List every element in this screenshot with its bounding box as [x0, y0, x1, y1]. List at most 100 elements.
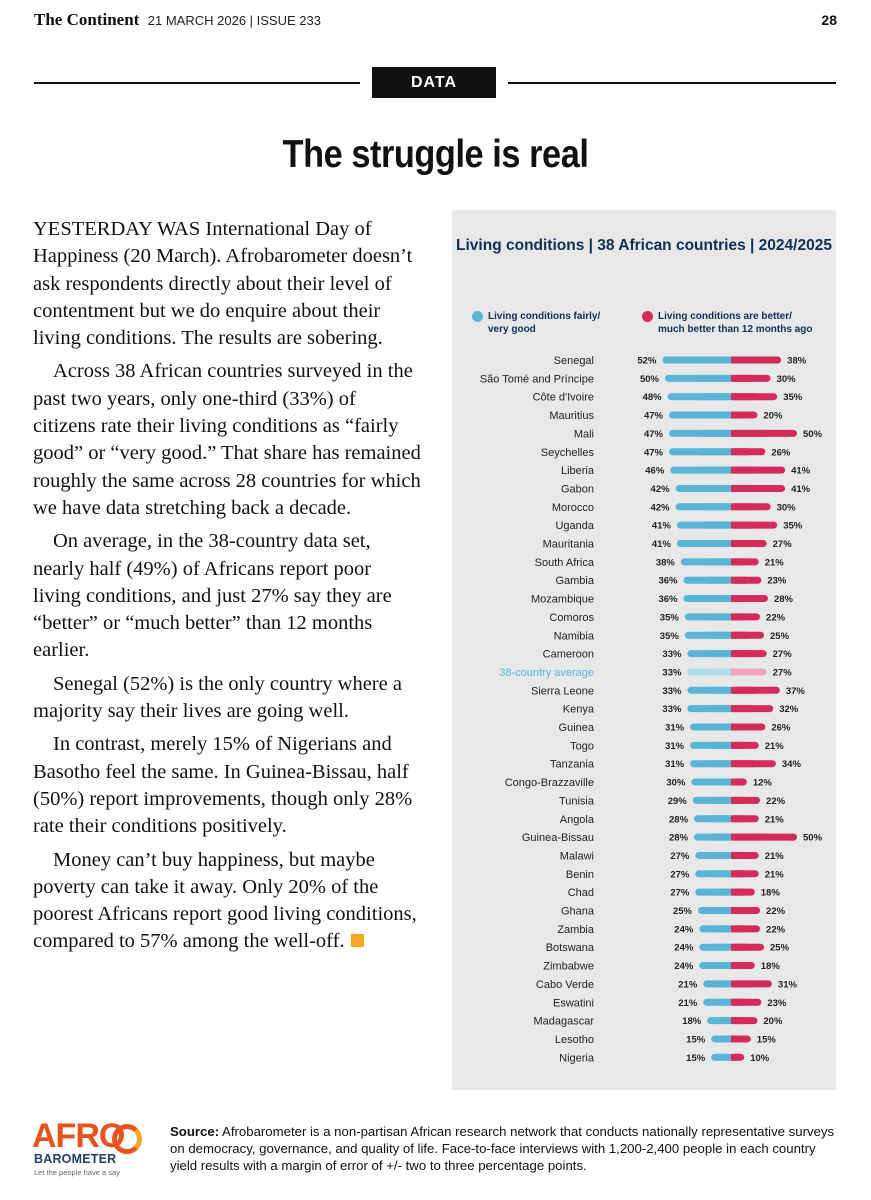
good-bar-fill: [715, 943, 731, 951]
better-bar-fill: [731, 870, 745, 878]
better-value-label: 50%: [803, 833, 823, 844]
better-value-label: 23%: [767, 576, 787, 587]
country-label: Botswana: [546, 942, 595, 954]
country-label: Mauritania: [543, 539, 595, 551]
better-bar-fill: [731, 613, 746, 621]
better-value-label: 18%: [761, 888, 781, 899]
masthead-left: The Continent 21 MARCH 2026 | ISSUE 233: [34, 10, 321, 30]
better-bar-fill: [731, 503, 751, 511]
good-value-label: 31%: [665, 741, 685, 752]
good-bar-fill: [710, 760, 731, 768]
good-value-label: 47%: [644, 447, 664, 458]
better-bar-fill: [731, 815, 745, 823]
good-value-label: 38%: [656, 557, 676, 568]
better-value-label: 27%: [773, 667, 793, 678]
chart-row: Liberia 46% 41%: [561, 465, 811, 477]
article-paragraph-last: Money can’t buy happiness, but maybe pov…: [33, 847, 421, 956]
butterfly-chart: Senegal 52% 38% São Tomé and Príncipe 50% 30%…: [480, 355, 823, 1064]
good-value-label: 18%: [682, 1016, 702, 1027]
better-bar-fill: [731, 1017, 745, 1025]
good-bar-fill: [699, 448, 731, 456]
chart-row: São Tomé and Príncipe 50% 30%: [480, 373, 796, 385]
chart-row: Uganda 41% 35%: [555, 520, 802, 532]
good-bar-fill: [711, 778, 731, 786]
chart-row: Cameroon 33% 27%: [543, 649, 793, 661]
better-value-label: 22%: [766, 924, 786, 935]
good-value-label: 15%: [686, 1053, 706, 1064]
country-label: 38-country average: [499, 667, 594, 679]
country-label: Zimbabwe: [543, 961, 594, 973]
good-bar-fill: [703, 521, 731, 529]
good-bar-fill: [707, 576, 731, 584]
better-value-label: 21%: [765, 851, 785, 862]
country-label: Angola: [560, 814, 595, 826]
source-label: Source:: [170, 1124, 220, 1139]
legend-swatch-better: [642, 311, 653, 322]
country-label: Senegal: [554, 355, 594, 367]
better-value-label: 35%: [783, 392, 803, 403]
country-label: Lesotho: [555, 1034, 594, 1046]
good-bar-fill: [713, 870, 731, 878]
better-value-label: 38%: [787, 356, 807, 367]
good-bar-fill: [719, 1017, 731, 1025]
better-bar-fill: [731, 943, 748, 951]
better-value-label: 21%: [765, 741, 785, 752]
better-value-label: 21%: [765, 869, 785, 880]
better-bar-fill: [731, 962, 743, 970]
better-value-label: 10%: [750, 1053, 770, 1064]
article-body: YESTERDAY WAS International Day of Happi…: [33, 216, 421, 962]
better-value-label: 28%: [774, 594, 794, 605]
article-paragraph: In contrast, merely 15% of Nigerians and…: [33, 733, 413, 838]
good-bar-fill: [713, 888, 731, 896]
country-label: Eswatini: [553, 997, 594, 1009]
better-bar-fill: [731, 411, 745, 419]
better-value-label: 26%: [771, 447, 791, 458]
publication-name: The Continent: [34, 10, 140, 29]
good-bar-fill: [705, 558, 731, 566]
better-value-label: 18%: [761, 961, 781, 972]
country-label: Cabo Verde: [536, 979, 594, 991]
good-value-label: 48%: [643, 392, 663, 403]
good-bar-fill: [721, 1035, 731, 1043]
better-bar-fill: [731, 907, 746, 914]
better-bar-fill: [731, 998, 747, 1006]
logo-ring-icon: [112, 1124, 142, 1154]
good-value-label: 15%: [686, 1034, 706, 1045]
chart-row: Benin 27% 21%: [566, 869, 784, 881]
country-label: Madagascar: [533, 1016, 594, 1028]
country-label: Gambia: [555, 575, 594, 587]
better-value-label: 26%: [771, 723, 791, 734]
masthead: The Continent 21 MARCH 2026 | ISSUE 233 …: [34, 10, 837, 34]
better-value-label: 35%: [783, 521, 803, 532]
good-value-label: 24%: [674, 924, 694, 935]
better-value-label: 21%: [765, 814, 785, 825]
chart-row: Guinea-Bissau 28% 50%: [522, 832, 823, 844]
better-bar-fill: [731, 760, 754, 768]
good-bar-fill: [717, 998, 731, 1006]
article-paragraph-text: Money can’t buy happiness, but maybe pov…: [33, 848, 417, 953]
good-bar-fill: [707, 613, 731, 621]
chart-row: Côte d'Ivoire 48% 35%: [533, 392, 803, 404]
better-bar-fill: [731, 466, 759, 474]
better-value-label: 41%: [791, 484, 811, 495]
chart-row: Chad 27% 18%: [568, 887, 781, 899]
good-bar-fill: [713, 851, 731, 859]
better-value-label: 30%: [777, 502, 797, 513]
chart-row: Ghana 25% 22%: [561, 906, 786, 918]
better-bar-fill: [731, 650, 749, 658]
good-value-label: 35%: [660, 612, 680, 623]
logo-wordmark: AFRO: [32, 1117, 125, 1155]
page-number: 28: [821, 12, 837, 28]
good-value-label: 47%: [644, 429, 664, 440]
good-value-label: 28%: [669, 814, 689, 825]
chart-row: Zimbabwe 24% 18%: [543, 961, 780, 973]
good-bar-fill: [703, 503, 731, 511]
country-label: Kenya: [563, 704, 595, 716]
better-bar-fill: [731, 686, 756, 694]
good-value-label: 33%: [662, 704, 682, 715]
chart-row: Namibia 35% 25%: [554, 630, 790, 642]
chart-row-average: 38-country average 33% 27%: [499, 667, 792, 679]
chart-panel: Living conditions | 38 African countries…: [452, 210, 836, 1090]
chart-row: Tanzania 31% 34%: [550, 759, 801, 771]
country-label: Côte d'Ivoire: [533, 392, 594, 404]
